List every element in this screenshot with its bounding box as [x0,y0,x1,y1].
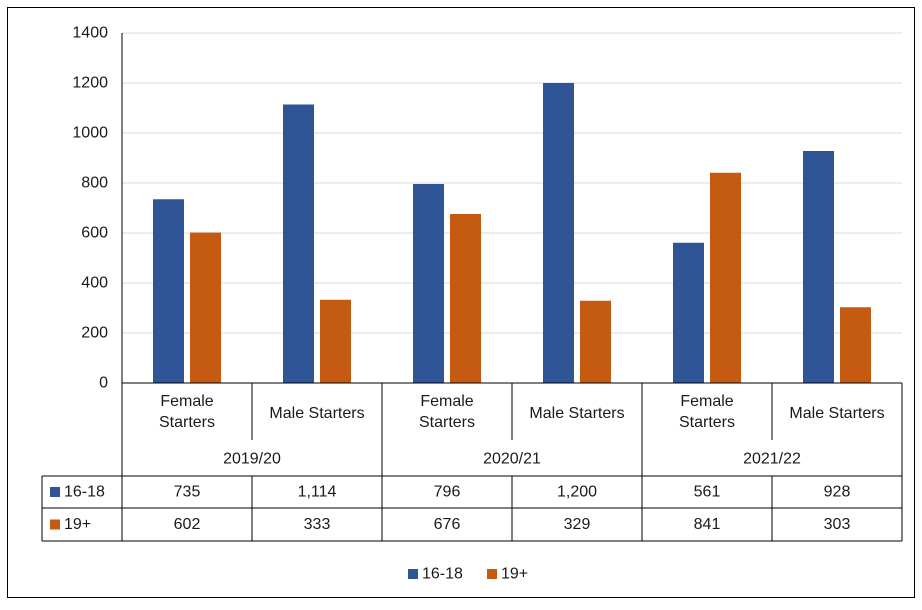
table-cell: 602 [174,516,201,533]
table-series-label: 16-18 [64,484,105,501]
legend-label: 19+ [501,566,528,583]
table-series-label: 19+ [64,516,91,533]
bar-16-18 [543,83,574,383]
table-cell: 928 [824,484,851,501]
y-tick-label: 800 [81,175,108,192]
bar-19+ [580,300,611,383]
group-label: 2021/22 [743,451,801,468]
category-label: Male Starters [789,405,884,422]
bar-19+ [840,307,871,383]
category-label: Male Starters [269,405,364,422]
group-label: 2019/20 [223,451,281,468]
category-label: Female Starters [419,393,475,431]
table-legend-key-19+ [50,519,60,530]
chart-frame [7,7,915,598]
table-legend-key-16-18 [50,487,60,497]
y-tick-label: 0 [99,375,108,392]
group-label: 2020/21 [483,451,541,468]
legend-key-16-18 [408,569,418,579]
table-cell: 1,114 [298,484,337,501]
table-cell: 329 [564,516,591,533]
bar-16-18 [153,199,184,383]
table-cell: 303 [824,516,851,533]
bar-16-18 [803,151,834,383]
bar-19+ [710,172,741,383]
legend-label: 16-18 [422,566,463,583]
y-tick-label: 200 [81,325,108,342]
bar-19+ [450,214,481,383]
table-cell: 735 [174,484,201,501]
y-tick-label: 1000 [72,125,108,142]
table-cell: 561 [694,484,721,501]
table-cell: 796 [434,484,461,501]
bar-16-18 [413,184,444,383]
legend-key-19+ [487,569,497,579]
y-tick-label: 1400 [72,25,108,42]
category-label: Female Starters [159,393,215,431]
bar-16-18 [673,242,704,383]
table-cell: 333 [304,516,331,533]
y-tick-label: 1200 [72,75,108,92]
table-cell: 1,200 [557,484,597,501]
y-tick-label: 600 [81,225,108,242]
bar-19+ [190,232,221,383]
category-label: Female Starters [679,393,735,431]
bar-16-18 [283,104,314,383]
table-cell: 841 [694,516,721,533]
y-tick-label: 400 [81,275,108,292]
bar-19+ [320,299,351,383]
category-label: Male Starters [529,405,624,422]
table-cell: 676 [434,516,461,533]
